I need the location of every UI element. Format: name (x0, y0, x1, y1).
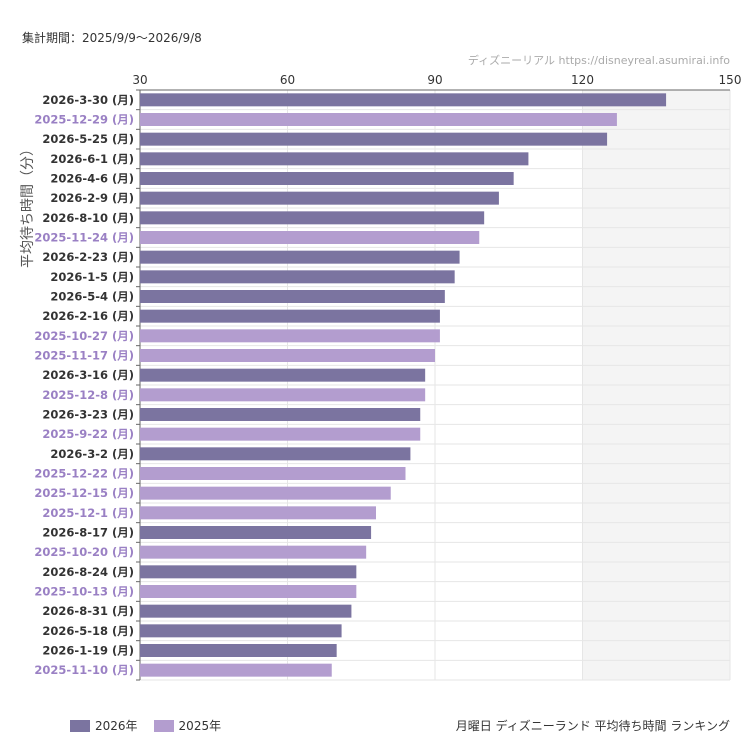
bar[interactable] (140, 132, 608, 146)
category-label: 2025-9-22 (月) (42, 427, 134, 441)
category-label: 2026-3-30 (月) (42, 93, 134, 107)
source-label: ディズニーリアル https://disneyreal.asumirai.inf… (467, 54, 730, 67)
category-label: 2026-8-31 (月) (42, 604, 134, 618)
bar[interactable] (140, 644, 337, 657)
bar[interactable] (140, 467, 406, 480)
bar[interactable] (140, 290, 445, 303)
category-label: 2026-5-18 (月) (42, 624, 134, 638)
bar[interactable] (140, 231, 480, 244)
bar[interactable] (140, 447, 411, 461)
legend-item-2025[interactable]: 2025年 (153, 717, 222, 734)
category-label: 2025-12-15 (月) (34, 486, 134, 500)
chart-footer-title: 月曜日 ディズニーランド 平均待ち時間 ランキング (455, 719, 730, 733)
category-label: 2026-8-17 (月) (42, 526, 134, 540)
category-label: 2025-12-1 (月) (42, 506, 134, 520)
bar[interactable] (140, 408, 421, 421)
x-tick-label: 30 (132, 73, 147, 87)
bar[interactable] (140, 427, 421, 441)
category-label: 2025-11-10 (月) (34, 663, 134, 677)
bar[interactable] (140, 388, 426, 402)
category-label: 2025-11-24 (月) (34, 231, 134, 245)
bar[interactable] (140, 585, 357, 598)
bar[interactable] (140, 663, 332, 677)
bar[interactable] (140, 211, 485, 225)
bar[interactable] (140, 565, 357, 579)
category-label: 2026-3-23 (月) (42, 408, 134, 422)
bar[interactable] (140, 349, 435, 362)
category-label: 2025-10-13 (月) (34, 585, 134, 599)
category-label: 2025-12-22 (月) (34, 467, 134, 481)
bar[interactable] (140, 93, 667, 107)
category-label: 2025-12-29 (月) (34, 113, 134, 127)
category-label: 2026-8-24 (月) (42, 565, 134, 579)
category-label: 2026-5-4 (月) (50, 290, 134, 304)
period-label: 集計期間：2025/9/9〜2026/9/8 (22, 31, 202, 45)
category-label: 2026-1-5 (月) (50, 270, 134, 284)
legend-swatch-2026 (70, 719, 90, 732)
category-label: 2026-5-25 (月) (42, 132, 134, 146)
bar[interactable] (140, 545, 367, 559)
legend-swatch-2025 (153, 719, 174, 732)
bar[interactable] (140, 191, 499, 205)
x-tick-label: 120 (571, 73, 594, 87)
category-label: 2026-2-23 (月) (42, 250, 134, 264)
category-label: 2026-6-1 (月) (50, 152, 134, 166)
legend-item-2026[interactable]: 2026年 (70, 717, 138, 734)
bar[interactable] (140, 486, 391, 500)
category-label: 2025-10-20 (月) (34, 545, 134, 559)
legend: 2026年 2025年 (70, 717, 221, 734)
category-label: 2026-1-19 (月) (42, 644, 134, 658)
category-label: 2025-11-17 (月) (34, 349, 134, 363)
x-tick-label: 150 (719, 73, 742, 87)
bar[interactable] (140, 526, 372, 539)
bar[interactable] (140, 152, 529, 166)
bar[interactable] (140, 113, 617, 126)
legend-label-2026: 2026年 (95, 719, 138, 733)
bar[interactable] (140, 250, 460, 264)
category-label: 2026-2-16 (月) (42, 309, 134, 323)
bar[interactable] (140, 309, 440, 323)
legend-label-2025: 2025年 (178, 719, 222, 733)
category-label: 2026-2-9 (月) (50, 191, 134, 205)
bar[interactable] (140, 329, 440, 343)
category-label: 2025-12-8 (月) (42, 388, 134, 402)
x-tick-label: 60 (280, 73, 295, 87)
category-label: 2026-4-6 (月) (50, 172, 134, 186)
bar[interactable] (140, 506, 376, 520)
category-label: 2026-3-2 (月) (50, 447, 134, 461)
bar[interactable] (140, 624, 342, 638)
category-label: 2026-3-16 (月) (42, 368, 134, 382)
category-label: 2025-10-27 (月) (34, 329, 134, 343)
bar[interactable] (140, 270, 455, 284)
y-axis-title: 平均待ち時間（分） (20, 142, 36, 268)
bar[interactable] (140, 604, 352, 618)
bar[interactable] (140, 368, 426, 382)
x-tick-label: 90 (427, 73, 442, 87)
category-label: 2026-8-10 (月) (42, 211, 134, 225)
bar[interactable] (140, 172, 514, 185)
